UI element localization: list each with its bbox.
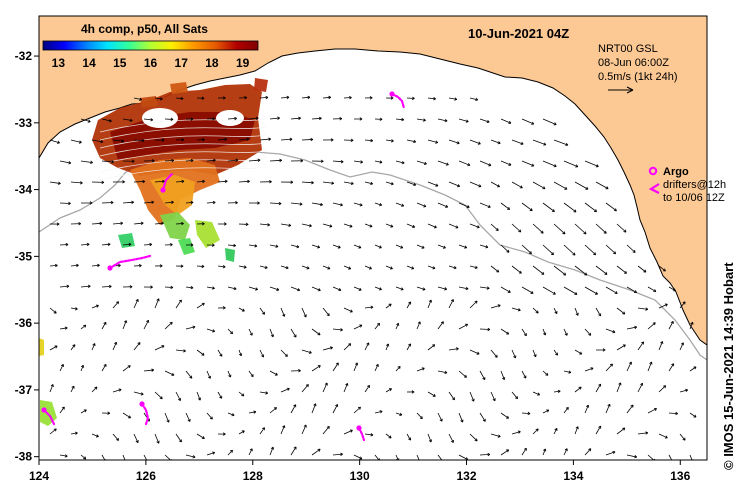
lat-tick-label: -38 xyxy=(15,450,33,464)
drifter-position xyxy=(389,91,394,96)
lat-tick-label: -35 xyxy=(15,249,33,263)
sst-patch xyxy=(225,248,235,262)
lon-tick-label: 134 xyxy=(563,469,583,483)
sst-patch xyxy=(170,82,188,94)
lon-tick-label: 130 xyxy=(350,469,370,483)
colorbar-tick-label: 17 xyxy=(175,56,189,70)
lon-tick-label: 126 xyxy=(136,469,156,483)
cloud-gap xyxy=(216,110,244,126)
drifter-position xyxy=(41,407,46,412)
colorbar-tick-label: 13 xyxy=(52,56,66,70)
sst-patch xyxy=(254,78,268,92)
lat-tick-label: -33 xyxy=(15,116,33,130)
drifter-legend-range: to 10/06 12Z xyxy=(663,192,725,204)
lat-tick-label: -36 xyxy=(15,316,33,330)
lon-tick-label: 136 xyxy=(670,469,690,483)
colorbar-tick-label: 18 xyxy=(205,56,219,70)
drifter-position xyxy=(356,425,361,430)
colorbar-tick-label: 19 xyxy=(236,56,250,70)
velocity-source: NRT00 GSL xyxy=(598,43,658,55)
drifter-position xyxy=(160,187,165,192)
lat-tick-label: -32 xyxy=(15,49,33,63)
lat-tick-label: -34 xyxy=(15,183,33,197)
colorbar-tick-label: 14 xyxy=(82,56,96,70)
sst-patch xyxy=(39,338,44,356)
lat-tick-label: -37 xyxy=(15,383,33,397)
drifter-legend-interval: drifters@12h xyxy=(663,179,726,191)
map-timestamp: 10-Jun-2021 04Z xyxy=(468,26,569,41)
cloud-gap xyxy=(142,108,178,128)
colorbar-tick-label: 16 xyxy=(144,56,158,70)
colorbar-gradient xyxy=(43,41,258,50)
velocity-date: 08-Jun 06:00Z xyxy=(598,57,669,69)
lon-tick-label: 124 xyxy=(29,469,49,483)
imos-credit: © IMOS 15-Jun-2021 14:39 Hobart xyxy=(719,220,739,470)
lon-tick-label: 132 xyxy=(457,469,477,483)
colorbar-tick-label: 15 xyxy=(113,56,127,70)
colorbar-title: 4h comp, p50, All Sats xyxy=(81,22,208,36)
velocity-scale: 0.5m/s (1kt 24h) xyxy=(598,71,677,83)
drifter-position xyxy=(107,265,112,270)
lon-tick-label: 128 xyxy=(243,469,263,483)
drifter-position xyxy=(139,401,144,406)
drifter-legend-title: Argo xyxy=(663,166,689,178)
